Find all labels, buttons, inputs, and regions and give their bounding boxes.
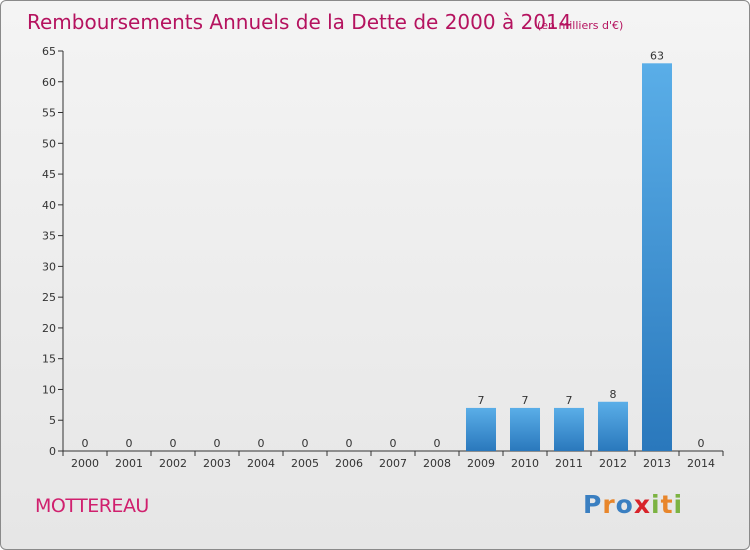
y-tick-label: 10 — [42, 383, 56, 396]
x-axis: 2000 2001 2002 2003 2004 2005 2006 2007 2008 2009… — [62, 450, 724, 470]
data-label: 0 — [82, 437, 89, 450]
logo-letter: r — [602, 490, 616, 519]
chart-title: Remboursements Annuels de la Dette de 20… — [27, 10, 571, 34]
bar — [642, 63, 672, 452]
y-tick-label: 5 — [49, 414, 56, 427]
x-tick-label: 2005 — [291, 457, 319, 470]
y-tick-label: 35 — [42, 230, 56, 243]
logo-letter: x — [633, 490, 651, 519]
y-axis: 0 5 10 15 20 25 30 35 40 45 50 55 60 65 — [42, 45, 64, 458]
bar — [466, 407, 496, 451]
x-tick-label: 2006 — [335, 457, 363, 470]
data-label: 0 — [214, 437, 221, 450]
logo-letter: o — [615, 490, 634, 519]
x-tick-label: 2009 — [467, 457, 495, 470]
bar — [554, 407, 584, 451]
logo-letter: P — [583, 490, 603, 519]
x-tick-label: 2010 — [511, 457, 539, 470]
x-tick-label: 2002 — [159, 457, 187, 470]
x-tick-label: 2001 — [115, 457, 143, 470]
logo-letter: i — [651, 490, 661, 519]
x-tick-label: 2012 — [599, 457, 627, 470]
x-tick-label: 2013 — [643, 457, 671, 470]
x-tick-label: 2000 — [71, 457, 99, 470]
y-tick-label: 30 — [42, 260, 56, 273]
bars: 0 0 0 0 0 0 0 0 0 7 7 7 8 63 0 — [82, 49, 705, 452]
data-label: 0 — [434, 437, 441, 450]
logo-letter: t — [660, 490, 674, 519]
x-tick-label: 2007 — [379, 457, 407, 470]
x-tick-label: 2004 — [247, 457, 275, 470]
y-tick-label: 25 — [42, 291, 56, 304]
y-tick-label: 55 — [42, 107, 56, 120]
data-label: 0 — [390, 437, 397, 450]
logo-letter: i — [673, 490, 684, 519]
data-label: 0 — [346, 437, 353, 450]
commune-name: MOTTEREAU — [35, 495, 149, 517]
data-label: 0 — [258, 437, 265, 450]
data-label: 0 — [126, 437, 133, 450]
bar — [598, 401, 628, 451]
y-tick-label: 60 — [42, 76, 56, 89]
data-label: 7 — [522, 394, 529, 407]
bar — [510, 407, 540, 451]
x-tick-label: 2014 — [687, 457, 715, 470]
y-tick-label: 65 — [42, 45, 56, 58]
chart-subtitle: (en milliers d'€) — [537, 19, 623, 32]
y-tick-label: 15 — [42, 353, 56, 366]
data-label: 0 — [170, 437, 177, 450]
y-tick-label: 0 — [49, 445, 56, 458]
y-tick-label: 40 — [42, 199, 56, 212]
data-label: 0 — [302, 437, 309, 450]
x-tick-label: 2003 — [203, 457, 231, 470]
data-label: 7 — [478, 394, 485, 407]
proxiti-logo: Proxiti — [583, 490, 683, 519]
y-tick-label: 20 — [42, 322, 56, 335]
data-label: 7 — [566, 394, 573, 407]
data-label: 63 — [650, 49, 664, 62]
data-label: 8 — [610, 388, 617, 401]
x-tick-label: 2008 — [423, 457, 451, 470]
y-tick-label: 50 — [42, 137, 56, 150]
x-tick-label: 2011 — [555, 457, 583, 470]
data-label: 0 — [698, 437, 705, 450]
y-tick-label: 45 — [42, 168, 56, 181]
